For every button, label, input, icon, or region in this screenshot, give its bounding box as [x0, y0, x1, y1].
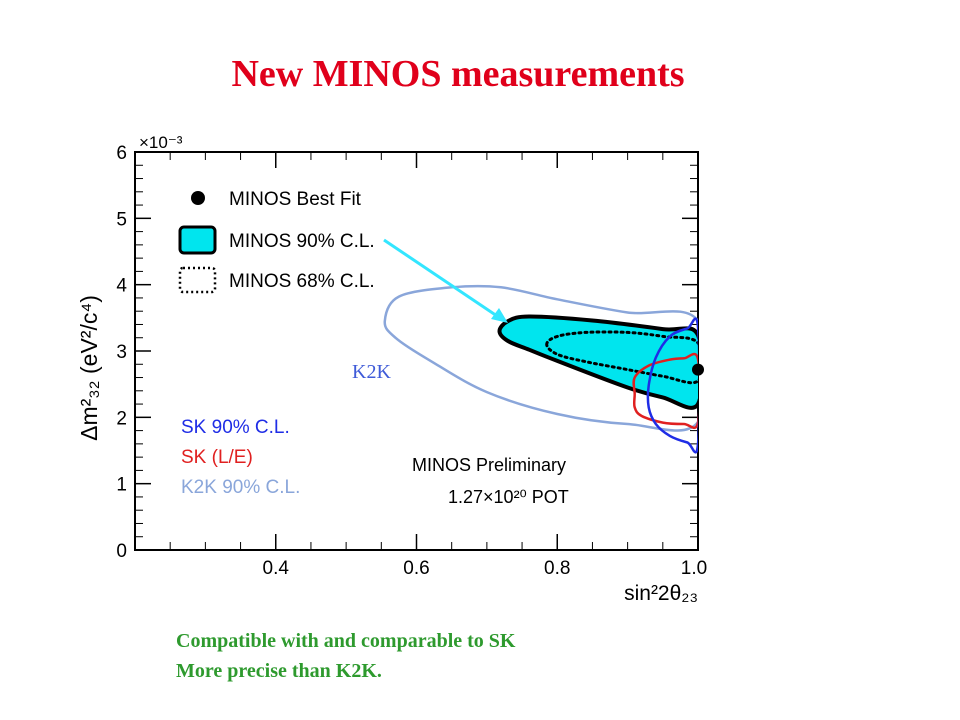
legend-label: SK 90% C.L.: [181, 417, 290, 438]
conclusion-line-2: More precise than K2K.: [176, 660, 382, 682]
axis-labels: sin²2θ₂₃ Δm²₃₂ (eV²/c⁴): [76, 295, 698, 605]
y-tick-label: 5: [116, 209, 127, 230]
annotation-line: 1.27×10²⁰ POT: [448, 487, 569, 507]
legend-label: K2K 90% C.L.: [181, 477, 300, 498]
contour-k2k-90-c-l-: [383, 284, 698, 432]
x-tick-label: 0.8: [544, 558, 570, 579]
contour-sk-l-e-: [632, 352, 698, 430]
y-tick-label: 1: [116, 475, 127, 496]
legend-other-experiments: SK 90% C.L. SK (L/E) K2K 90% C.L.: [181, 417, 300, 498]
k2k-callout: K2K: [352, 238, 508, 383]
legend-label: MINOS 90% C.L.: [229, 231, 375, 252]
legend-minos: MINOS Best Fit MINOS 90% C.L. MINOS 68% C.…: [178, 189, 375, 294]
x-tick-label: 0.4: [263, 558, 290, 579]
callout-arrow: [383, 238, 501, 320]
best-fit-marker: [692, 363, 704, 376]
contour-sk-90-c-l-: [646, 317, 698, 454]
legend-label: MINOS Best Fit: [229, 189, 362, 210]
legend-dot-marker: [191, 191, 205, 205]
preliminary-annotation: MINOS Preliminary 1.27×10²⁰ POT: [412, 455, 569, 507]
y-tick-label: 4: [116, 276, 127, 297]
contour-regions: [383, 284, 698, 454]
y-tick-label: 3: [116, 342, 127, 363]
callout-arrowhead: [491, 308, 508, 323]
legend-label: SK (L/E): [181, 447, 253, 468]
slide-title: New MINOS measurements: [231, 53, 685, 95]
contour-minos-68-c-l-: [545, 330, 698, 385]
x-tick-label: 0.6: [403, 558, 429, 579]
annotation-line: MINOS Preliminary: [412, 455, 566, 475]
y-tick-label: 2: [116, 408, 127, 429]
legend-filled-box: [178, 225, 217, 255]
callout-label: K2K: [352, 361, 391, 383]
x-tick-label: 1.0: [681, 558, 707, 579]
legend-label: MINOS 68% C.L.: [229, 271, 375, 292]
y-tick-label: 6: [116, 143, 127, 164]
axis-ticks: 0.4 0.6 0.8 1.0 0 1 2 3 4 5 6 ×10⁻³: [116, 133, 707, 579]
legend-dotted-box: [178, 266, 217, 294]
y-axis-label: Δm²₃₂ (eV²/c⁴): [76, 295, 102, 441]
y-tick-label: 0: [116, 541, 127, 562]
x-axis-label: sin²2θ₂₃: [624, 582, 698, 605]
conclusion-line-1: Compatible with and comparable to SK: [176, 630, 516, 652]
y-multiplier: ×10⁻³: [139, 133, 183, 152]
